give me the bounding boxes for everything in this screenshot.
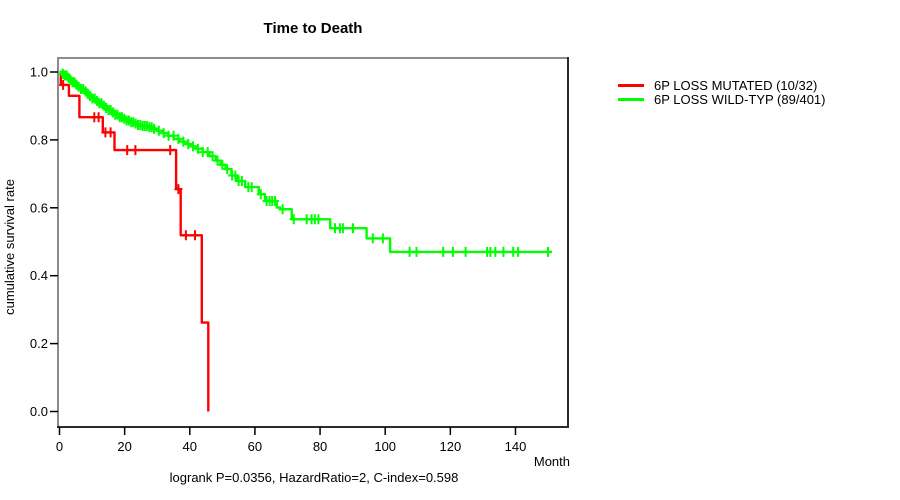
x-tick-label: 40	[183, 439, 197, 454]
censor-marks-mutated	[59, 79, 199, 241]
chart-title: Time to Death	[264, 20, 363, 37]
legend-item-wildtype: 6P LOSS WILD-TYP (89/401)	[618, 91, 826, 107]
legend: 6P LOSS MUTATED (10/32) 6P LOSS WILD-TYP…	[618, 78, 826, 107]
legend-line-wildtype	[618, 97, 644, 101]
plot-area	[58, 58, 568, 427]
x-tick-label: 0	[56, 439, 63, 454]
legend-label-mutated: 6P LOSS MUTATED (10/32)	[654, 78, 818, 94]
survival-curves	[58, 68, 552, 412]
plot-area-border	[57, 57, 569, 428]
legend-line-mutated	[618, 84, 644, 88]
x-tick-label: 140	[505, 439, 527, 454]
y-tick-label: 0.8	[30, 132, 48, 147]
x-axis-ticks: 0 20 40 60 80 100 120 140	[56, 427, 526, 454]
y-tick-label: 1.0	[30, 65, 48, 80]
y-tick-label: 0.2	[30, 336, 48, 351]
y-tick-label: 0.6	[30, 200, 48, 215]
x-tick-label: 100	[374, 439, 396, 454]
x-tick-label: 80	[313, 439, 327, 454]
y-axis-ticks: 0.0 0.2 0.4 0.6 0.8 1.0	[30, 65, 58, 419]
legend-label-wildtype: 6P LOSS WILD-TYP (89/401)	[654, 91, 826, 107]
x-tick-label: 120	[439, 439, 461, 454]
statistics-annotation: logrank P=0.0356, HazardRatio=2, C-index…	[170, 470, 459, 485]
x-tick-label: 20	[117, 439, 131, 454]
x-tick-label: 60	[248, 439, 262, 454]
x-axis-title: Month	[534, 454, 570, 469]
censor-marks-wildtype	[58, 68, 552, 257]
y-tick-label: 0.0	[30, 404, 48, 419]
y-axis-title: cumulative survival rate	[2, 179, 17, 315]
y-tick-label: 0.4	[30, 268, 48, 283]
legend-item-mutated: 6P LOSS MUTATED (10/32)	[618, 78, 825, 94]
